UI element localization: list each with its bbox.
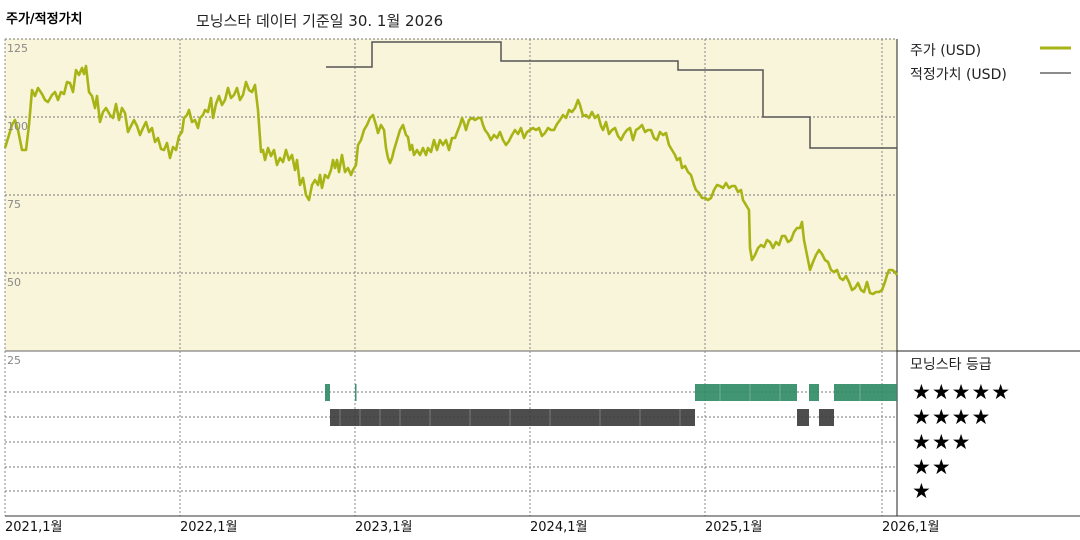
price-legend-label: 주가 (USD): [910, 43, 982, 59]
x-tick-2025: 2025,1월: [705, 520, 763, 535]
y-tick-50: 50: [7, 276, 21, 289]
y-tick-75: 75: [7, 198, 21, 211]
one-star-label: ★: [912, 479, 932, 503]
fair-value-line: [326, 41, 897, 149]
x-tick-2026: 2026,1월: [882, 520, 940, 535]
fair-value-legend-label: 적정가치 (USD): [910, 67, 1007, 83]
five-star-label: ★★★★★: [912, 380, 1012, 404]
vertical-gridlines: [4, 39, 883, 516]
x-tick-2024: 2024,1월: [530, 520, 588, 535]
price-line: [3, 64, 899, 296]
rating-bars-4-star: [330, 409, 834, 426]
x-tick-2021: 2021,1월: [5, 520, 63, 535]
x-tick-2023: 2023,1월: [355, 520, 413, 535]
rating-legend-title: 모닝스타 등급: [910, 357, 992, 373]
x-tick-2022: 2022,1월: [180, 520, 238, 535]
rating-bar-texture: [339, 384, 861, 426]
y-tick-25: 25: [7, 354, 21, 367]
two-star-label: ★★: [912, 455, 952, 479]
y-tick-100: 100: [7, 120, 28, 133]
data-date-subtitle: 모닝스타 데이터 기준일 30. 1월 2026: [196, 12, 444, 30]
y-tick-125: 125: [7, 42, 28, 55]
three-star-label: ★★★: [912, 430, 972, 454]
chart-title: 주가/적정가치: [6, 12, 83, 27]
four-star-label: ★★★★: [912, 405, 992, 429]
rating-bars-5-star: [325, 384, 897, 401]
